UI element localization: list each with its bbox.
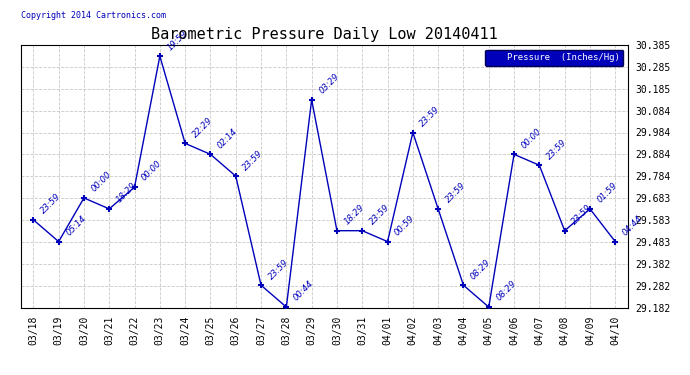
Text: 23:59: 23:59 (266, 258, 290, 281)
Text: 18:29: 18:29 (115, 181, 139, 205)
Text: 08:29: 08:29 (469, 258, 493, 281)
Text: 23:59: 23:59 (570, 203, 594, 226)
Text: Copyright 2014 Cartronics.com: Copyright 2014 Cartronics.com (21, 11, 166, 20)
Text: 19:59: 19:59 (166, 28, 189, 52)
Text: 23:59: 23:59 (368, 203, 391, 226)
Text: 23:59: 23:59 (444, 181, 467, 205)
Text: 23:59: 23:59 (241, 148, 265, 172)
Text: 01:59: 01:59 (595, 181, 619, 205)
Text: 00:00: 00:00 (90, 170, 113, 194)
Text: 00:59: 00:59 (393, 214, 417, 237)
Legend: Pressure  (Inches/Hg): Pressure (Inches/Hg) (485, 50, 623, 66)
Text: 00:00: 00:00 (520, 126, 543, 150)
Text: 23:59: 23:59 (418, 105, 442, 128)
Text: 02:14: 02:14 (216, 126, 239, 150)
Text: 18:29: 18:29 (342, 203, 366, 226)
Text: 00:44: 00:44 (292, 279, 315, 303)
Text: 23:59: 23:59 (39, 192, 63, 216)
Text: 03:29: 03:29 (317, 72, 341, 96)
Text: 08:29: 08:29 (494, 279, 518, 303)
Title: Barometric Pressure Daily Low 20140411: Barometric Pressure Daily Low 20140411 (151, 27, 497, 42)
Text: 23:59: 23:59 (545, 138, 569, 161)
Text: 04:44: 04:44 (621, 214, 644, 237)
Text: 22:29: 22:29 (190, 116, 215, 139)
Text: 05:14: 05:14 (64, 214, 88, 237)
Text: 00:00: 00:00 (140, 159, 164, 183)
